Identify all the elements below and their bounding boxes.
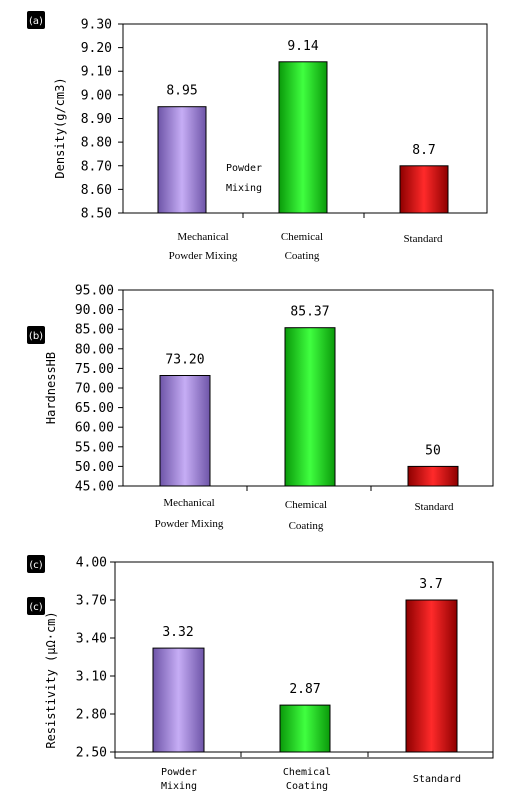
chart-c-y-tick: 3.10 (76, 670, 107, 685)
chart-b-value-label: 50 (425, 443, 441, 458)
chart-b-y-tick: 45.00 (75, 480, 114, 495)
chart-b-y-tick: 80.00 (75, 342, 114, 357)
chart-a-value-label: 9.14 (287, 39, 318, 54)
chart-a-y-tick: 8.90 (81, 112, 112, 127)
chart-a-x-category-label: Coating (285, 250, 320, 262)
chart-c-value-label: 3.7 (419, 577, 442, 592)
chart-b-x-category-label: Mechanical (163, 497, 214, 509)
chart-b-bar-chemical (284, 327, 336, 487)
chart-c-y-tick: 3.70 (76, 594, 107, 609)
chart-b-value-label: 85.37 (290, 305, 329, 320)
chart-b-x-category-label: Coating (289, 520, 324, 532)
chart-c-y-tick: 3.40 (76, 632, 107, 647)
chart-b-x-category-label: Powder Mixing (155, 518, 224, 530)
chart-a-value-label: 8.95 (166, 84, 197, 99)
chart-c-value-label: 3.32 (162, 625, 193, 640)
chart-b-x-category-label: Chemical (285, 499, 327, 511)
chart-c-bar-chemical (279, 704, 331, 753)
chart-b-panel-tag-bg (27, 326, 45, 344)
chart-b-y-tick: 55.00 (75, 440, 114, 455)
chart-c-bar-standard (405, 599, 458, 753)
chart-a-y-axis-label: Density(g/cm3) (53, 77, 67, 178)
chart-b: (b) HardnessHB 45.00 50.00 55.00 60.00 6… (27, 284, 494, 532)
chart-b-y-tick: 65.00 (75, 401, 114, 416)
chart-a-x-category-label: Powder Mixing (169, 250, 238, 262)
chart-b-y-tick: 90.00 (75, 303, 114, 318)
chart-c-bar-powder (152, 647, 205, 753)
chart-c-panel-tag-bg (27, 555, 45, 573)
chart-a-y-tick: 9.30 (81, 18, 112, 33)
chart-c-x-category-label: Powder (161, 767, 197, 778)
chart-a-y-tick: 8.80 (81, 136, 112, 151)
chart-c-y-axis-label: Resistivity (μΩ·cm) (44, 611, 58, 748)
chart-c-panel-tag-duplicate-bg (27, 597, 45, 615)
chart-c-panel-tag-duplicate: (c) (29, 602, 42, 613)
chart-a-x-category-label: Mechanical (177, 231, 228, 243)
chart-c-plot-frame (114, 561, 494, 759)
chart-c-y-ticks: 2.50 2.80 3.10 3.40 3.70 4.00 (76, 556, 107, 761)
chart-a-y-tick: 8.60 (81, 183, 112, 198)
chart-a-y-tick: 9.20 (81, 41, 112, 56)
chart-a-bar-chemical (278, 61, 328, 214)
chart-c: (c) (c) Resistivity (μΩ·cm) 2.50 2.80 3.… (27, 555, 494, 792)
chart-a-y-tick: 8.50 (81, 207, 112, 222)
chart-b-y-ticks: 45.00 50.00 55.00 60.00 65.00 70.00 75.0… (75, 284, 114, 495)
chart-b-bar-standard (407, 465, 459, 487)
chart-b-y-tick: 60.00 (75, 421, 114, 436)
chart-a-bar-mechanical (157, 106, 207, 214)
chart-a: (a) Density(g/cm3) 8.50 8.60 8.70 8.80 8… (27, 11, 488, 262)
chart-b-y-tick: 95.00 (75, 284, 114, 299)
chart-c-value-label: 2.87 (289, 682, 320, 697)
chart-b-y-tick: 70.00 (75, 382, 114, 397)
chart-c-x-category-label: Standard (413, 774, 461, 785)
chart-b-y-tick: 50.00 (75, 460, 114, 475)
chart-a-panel-tag-bg (27, 11, 45, 29)
chart-b-panel-tag: (b) (29, 331, 43, 342)
chart-a-x-category-label: Chemical (281, 231, 323, 243)
chart-a-x-category-label: Standard (403, 233, 443, 245)
chart-c-x-category-label: Coating (286, 781, 328, 792)
chart-c-x-category-label: Chemical (283, 767, 331, 778)
chart-c-y-tick: 2.50 (76, 746, 107, 761)
chart-a-y-ticks: 8.50 8.60 8.70 8.80 8.90 9.00 9.10 9.20 … (81, 18, 112, 222)
chart-a-bar-standard (399, 165, 449, 214)
chart-b-y-tick: 75.00 (75, 362, 114, 377)
chart-c-y-tick: 4.00 (76, 556, 107, 571)
chart-b-bar-mechanical (159, 375, 211, 487)
chart-a-y-tick: 9.00 (81, 88, 112, 103)
chart-a-panel-tag: (a) (29, 16, 43, 27)
chart-a-y-tick: 8.70 (81, 159, 112, 174)
chart-b-y-tick: 85.00 (75, 323, 114, 338)
chart-a-y-tick: 9.10 (81, 65, 112, 80)
chart-c-panel-tag: (c) (29, 560, 42, 571)
chart-b-y-axis-label: HardnessHB (44, 352, 58, 424)
chart-b-x-category-label: Standard (414, 501, 454, 513)
chart-b-value-label: 73.20 (165, 353, 204, 368)
chart-a-annotation-line2: Mixing (226, 183, 262, 194)
chart-c-y-tick: 2.80 (76, 708, 107, 723)
chart-a-annotation-line1: Powder (226, 163, 262, 174)
chart-a-value-label: 8.7 (412, 143, 435, 158)
chart-c-x-category-label: Mixing (161, 781, 197, 792)
